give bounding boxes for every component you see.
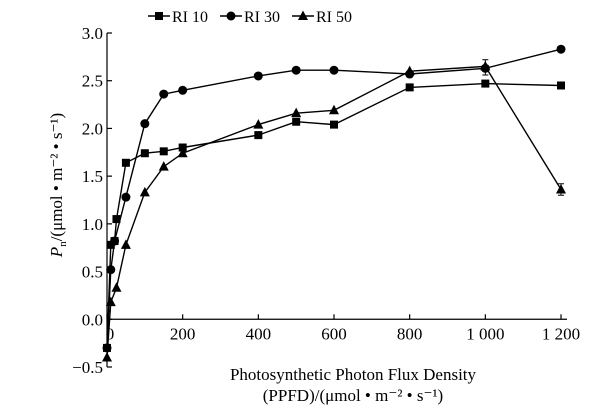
series-ri-30 bbox=[102, 44, 566, 353]
error-bars bbox=[482, 59, 564, 196]
x-axis: 0 200 400 600 800 1 000 1 200 bbox=[106, 314, 580, 343]
y-tick-label: 0.5 bbox=[82, 263, 103, 282]
x-tick-label: 1 000 bbox=[466, 324, 504, 343]
legend: RI 10 RI 30 RI 50 bbox=[148, 9, 352, 26]
x-tick-label: 1 200 bbox=[542, 324, 580, 343]
data-point-ri-50 bbox=[158, 161, 169, 171]
series-ri-10 bbox=[103, 79, 565, 352]
data-point-ri-10 bbox=[178, 143, 187, 152]
x-tick-label: 600 bbox=[321, 324, 347, 343]
data-point-ri-10 bbox=[405, 83, 414, 92]
legend-marker-ri-10 bbox=[155, 12, 163, 20]
y-axis-title: Pn/(μmol • m⁻² • s⁻¹) bbox=[47, 113, 69, 258]
x-tick-label: 800 bbox=[397, 324, 423, 343]
legend-item-ri-30: RI 30 bbox=[220, 9, 280, 26]
data-point-ri-50 bbox=[329, 104, 339, 115]
data-point-ri-30 bbox=[329, 65, 339, 75]
y-tick-label: 0.0 bbox=[82, 310, 103, 329]
legend-item-ri-50: RI 50 bbox=[292, 9, 352, 26]
data-point-ri-50 bbox=[139, 186, 150, 197]
data-point-ri-10 bbox=[159, 147, 168, 156]
y-axis: −0.5 0.0 0.5 1.0 1.5 2.0 2.5 3.0 bbox=[72, 24, 112, 377]
legend-marker-ri-30 bbox=[226, 11, 236, 21]
series-layer bbox=[102, 44, 566, 362]
data-point-ri-30 bbox=[106, 265, 116, 275]
legend-label-ri-10: RI 10 bbox=[172, 9, 208, 26]
data-point-ri-50 bbox=[105, 296, 116, 307]
legend-item-ri-10: RI 10 bbox=[148, 9, 208, 26]
data-point-ri-10 bbox=[112, 215, 121, 224]
data-point-ri-50 bbox=[120, 239, 131, 249]
legend-marker-ri-50 bbox=[298, 10, 308, 20]
data-point-ri-30 bbox=[178, 85, 188, 95]
data-point-ri-30 bbox=[159, 89, 169, 99]
data-point-ri-10 bbox=[140, 149, 149, 158]
data-point-ri-10 bbox=[254, 131, 263, 140]
y-tick-label: 1.0 bbox=[82, 215, 103, 234]
data-point-ri-50 bbox=[404, 65, 415, 76]
legend-label-ri-30: RI 30 bbox=[244, 9, 280, 26]
data-point-ri-30 bbox=[140, 119, 150, 129]
data-point-ri-30 bbox=[556, 44, 566, 54]
y-axis-title-rest: /(μmol • m⁻² • s⁻¹) bbox=[47, 113, 66, 242]
data-point-ri-30 bbox=[253, 71, 263, 81]
y-axis-title-main: P bbox=[47, 247, 66, 258]
data-point-ri-30 bbox=[121, 192, 131, 202]
y-tick-label: 3.0 bbox=[82, 24, 103, 43]
data-point-ri-10 bbox=[292, 117, 301, 126]
x-tick-label: 200 bbox=[170, 324, 196, 343]
data-point-ri-30 bbox=[291, 65, 301, 75]
data-point-ri-10 bbox=[121, 158, 130, 167]
legend-label-ri-50: RI 50 bbox=[316, 9, 352, 26]
data-point-ri-50 bbox=[253, 119, 264, 129]
y-tick-label: 2.0 bbox=[82, 119, 103, 138]
data-point-ri-50 bbox=[111, 282, 122, 292]
x-axis-title-line2: (PPFD)/(μmol • m⁻² • s⁻¹) bbox=[263, 386, 443, 405]
data-point-ri-10 bbox=[481, 79, 490, 88]
y-tick-label: −0.5 bbox=[72, 358, 103, 377]
data-point-ri-50 bbox=[177, 147, 188, 158]
data-point-ri-30 bbox=[110, 236, 120, 246]
x-axis-title-line1: Photosynthetic Photon Flux Density bbox=[230, 365, 477, 384]
data-point-ri-10 bbox=[557, 81, 565, 90]
y-tick-label: 1.5 bbox=[82, 167, 103, 186]
y-axis-title-sub: n bbox=[57, 241, 69, 247]
x-tick-label: 0 bbox=[106, 324, 115, 343]
x-tick-label: 400 bbox=[246, 324, 272, 343]
data-point-ri-50 bbox=[291, 107, 302, 118]
data-point-ri-50 bbox=[102, 351, 112, 362]
series-line-ri-30 bbox=[106, 48, 562, 348]
y-tick-label: 2.5 bbox=[82, 72, 103, 91]
data-point-ri-10 bbox=[330, 120, 338, 129]
